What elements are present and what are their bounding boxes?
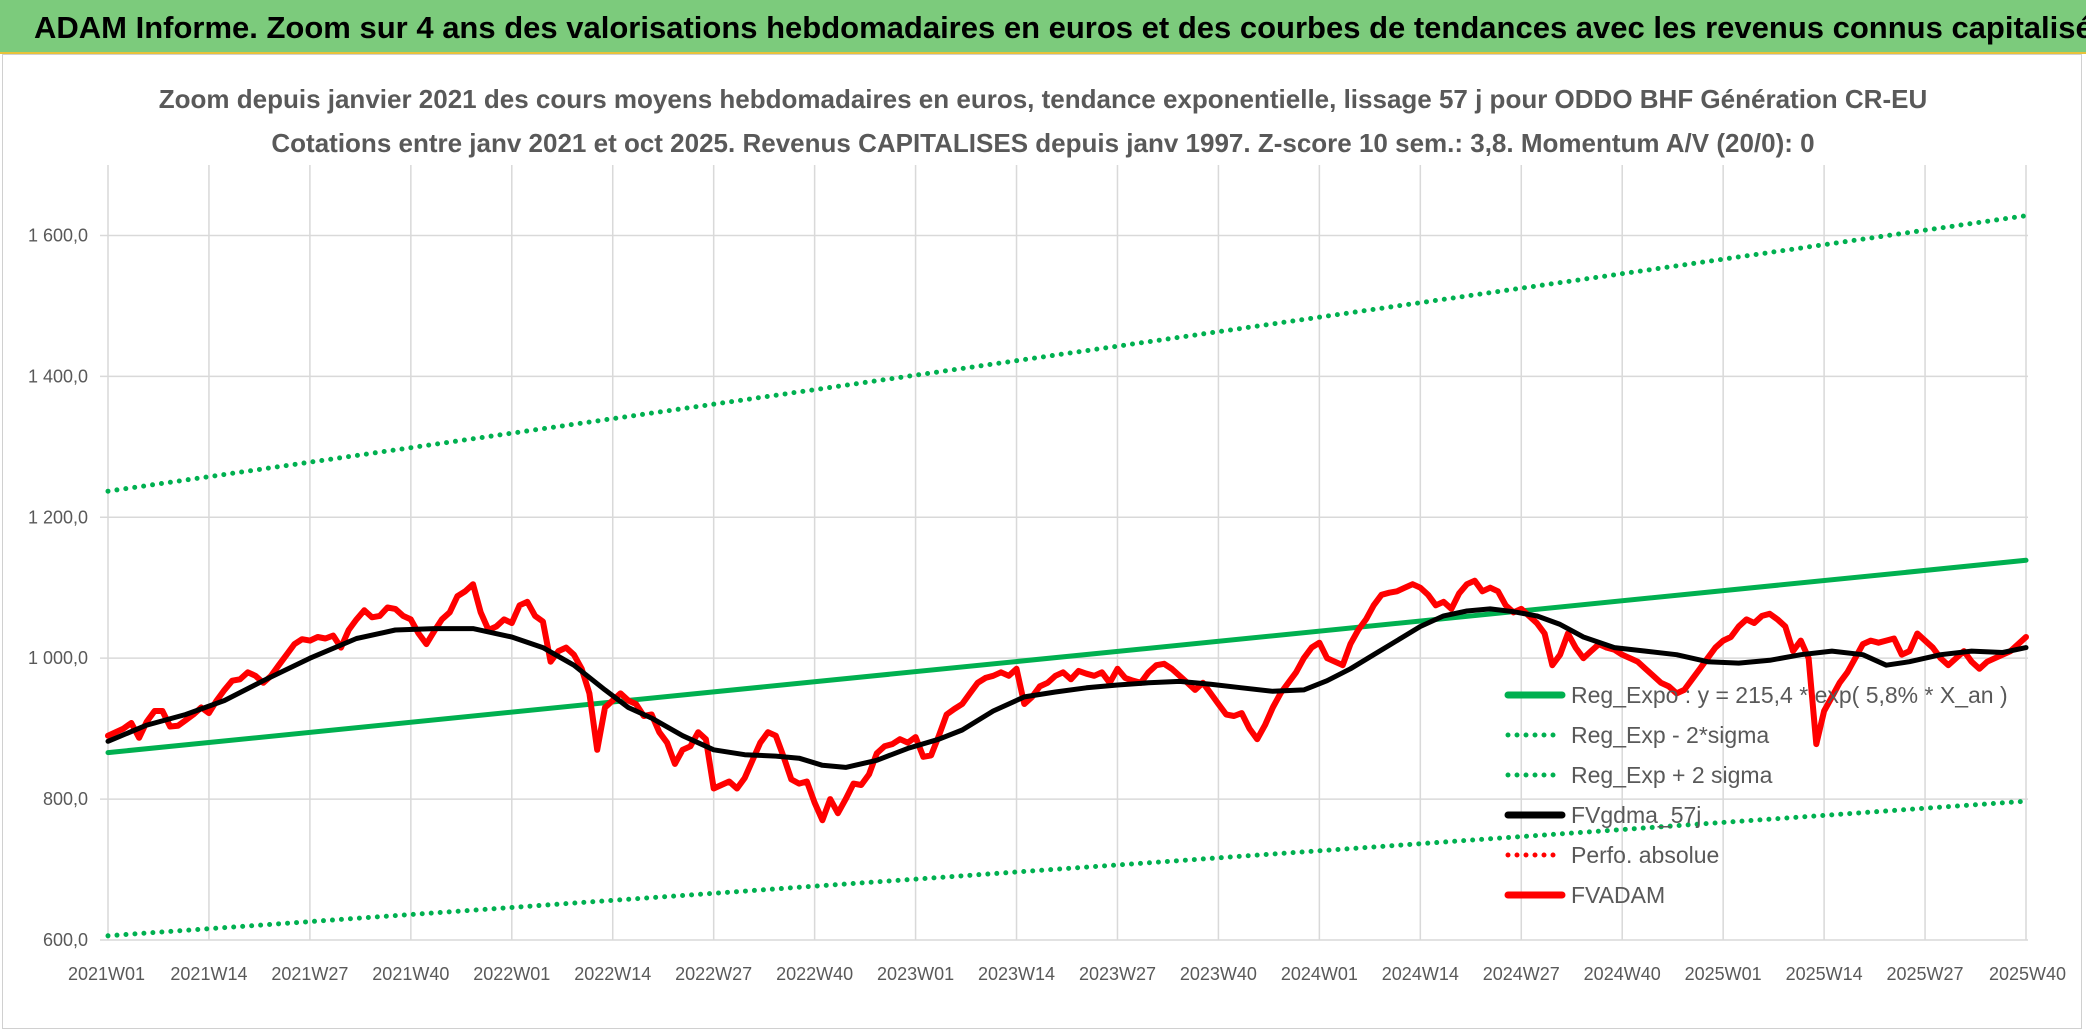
series-line-3 (105, 606, 2029, 770)
x-tick-label: 2024W27 (1483, 964, 1560, 984)
x-tick-label: 2021W27 (271, 964, 348, 984)
x-tick-label: 2023W14 (978, 964, 1055, 984)
chart-legend: Reg_Expo : y = 215,4 * exp( 5,8% * X_an … (1504, 682, 2008, 908)
x-tick-label: 2024W40 (1584, 964, 1661, 984)
y-tick-label: 800,0 (43, 789, 88, 809)
x-tick-label: 2022W01 (473, 964, 550, 984)
x-tick-label: 2024W14 (1382, 964, 1459, 984)
y-tick-label: 1 600,0 (28, 225, 88, 245)
y-axis-ticks: 600,0 800,0 1 000,0 1 200,0 1 400,0 1 600,0 (28, 225, 88, 950)
series-line-1 (105, 798, 2029, 939)
x-axis-ticks: 2021W01 2021W14 2021W27 2021W40 2022W01 2022W… (68, 964, 2066, 984)
x-tick-label: 2022W27 (675, 964, 752, 984)
x-tick-label: 2022W14 (574, 964, 651, 984)
x-tick-label: 2023W01 (877, 964, 954, 984)
x-tick-label: 2021W14 (170, 964, 247, 984)
chart-title: Zoom depuis janvier 2021 des cours moyen… (158, 84, 1928, 114)
x-tick-label: 2022W40 (776, 964, 853, 984)
series-lines (105, 213, 2029, 939)
x-tick-label: 2023W27 (1079, 964, 1156, 984)
chart-subtitle: Cotations entre janv 2021 et oct 2025. R… (271, 128, 1815, 158)
gridlines (100, 165, 2028, 941)
chart-frame (2, 54, 2082, 1029)
legend-label: Reg_Expo : y = 215,4 * exp( 5,8% * X_an … (1571, 682, 2008, 708)
legend-label: Reg_Exp + 2 sigma (1571, 762, 1773, 788)
legend-label: FVgdma_57j (1571, 802, 1701, 828)
y-tick-label: 600,0 (43, 930, 88, 950)
banner-title: ADAM Informe. Zoom sur 4 ans des valoris… (34, 10, 2086, 45)
x-tick-label: 2021W01 (68, 964, 145, 984)
x-tick-label: 2021W40 (372, 964, 449, 984)
x-tick-label: 2025W14 (1786, 964, 1863, 984)
legend-label: Perfo. absolue (1571, 842, 1719, 868)
x-tick-label: 2025W27 (1887, 964, 1964, 984)
series-line-2 (105, 213, 2029, 494)
series-line-0 (105, 557, 2029, 756)
x-tick-label: 2024W01 (1281, 964, 1358, 984)
x-tick-label: 2023W40 (1180, 964, 1257, 984)
legend-label: Reg_Exp - 2*sigma (1571, 722, 1769, 748)
header-banner: ADAM Informe. Zoom sur 4 ans des valoris… (0, 0, 2086, 54)
x-tick-label: 2025W40 (1989, 964, 2066, 984)
legend-label: FVADAM (1571, 882, 1665, 908)
y-tick-label: 1 400,0 (28, 366, 88, 386)
y-tick-label: 1 200,0 (28, 507, 88, 527)
y-tick-label: 1 000,0 (28, 648, 88, 668)
series-line-5 (105, 577, 2029, 824)
x-tick-label: 2025W01 (1685, 964, 1762, 984)
